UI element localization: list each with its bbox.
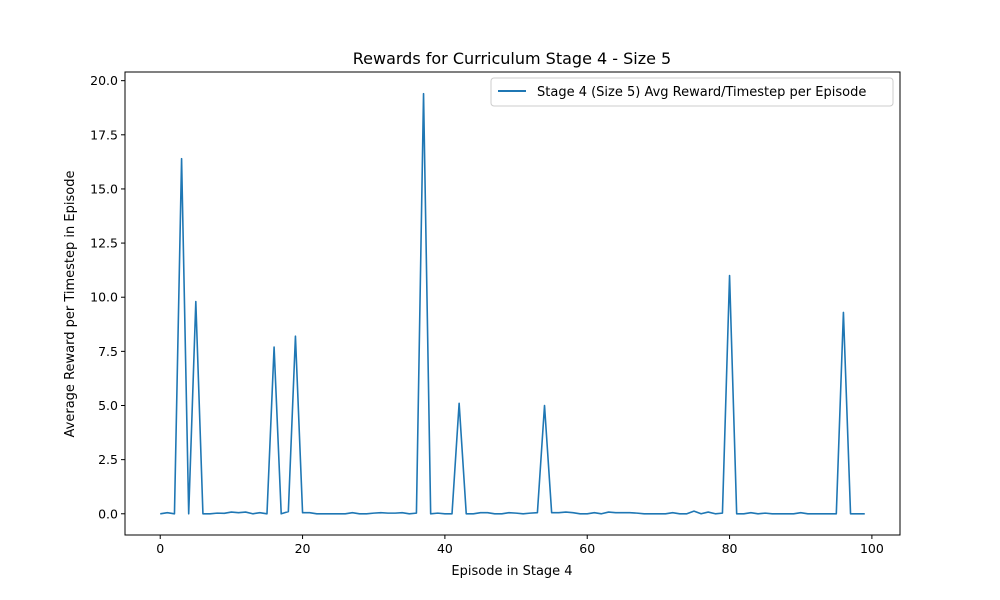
y-tick-label: 10.0	[90, 290, 118, 305]
x-tick-label: 100	[860, 541, 884, 556]
x-tick-label: 60	[579, 541, 595, 556]
x-tick-label: 80	[722, 541, 738, 556]
y-tick-label: 15.0	[90, 181, 118, 196]
series-line-1	[160, 92, 865, 515]
x-tick-label: 0	[156, 541, 164, 556]
y-tick-label: 2.5	[98, 452, 118, 467]
legend-label-series-1: Stage 4 (Size 5) Avg Reward/Timestep per…	[537, 85, 866, 100]
y-tick-label: 0.0	[98, 506, 118, 521]
plot-frame	[124, 71, 901, 536]
plot-area	[124, 71, 901, 536]
x-tick-label: 20	[295, 541, 311, 556]
y-tick-label: 5.0	[98, 398, 118, 413]
y-tick-label: 7.5	[98, 344, 118, 359]
y-axis-ticks: 0.0 2.5 5.0 7.5 10.0 12.5 15.0 17.5 20.0	[90, 73, 125, 521]
y-tick-label: 20.0	[90, 73, 118, 88]
legend-box	[490, 77, 894, 107]
legend: Stage 4 (Size 5) Avg Reward/Timestep per…	[490, 77, 894, 107]
x-tick-label: 40	[437, 541, 453, 556]
x-axis-ticks: 0 20 40 60 80 100	[156, 535, 884, 556]
y-tick-label: 12.5	[90, 236, 118, 251]
y-axis-label: Average Reward per Timestep in Episode	[63, 171, 78, 438]
x-axis-label: Episode in Stage 4	[451, 564, 572, 579]
chart-title: Rewards for Curriculum Stage 4 - Size 5	[353, 49, 671, 68]
y-tick-label: 17.5	[90, 127, 118, 142]
